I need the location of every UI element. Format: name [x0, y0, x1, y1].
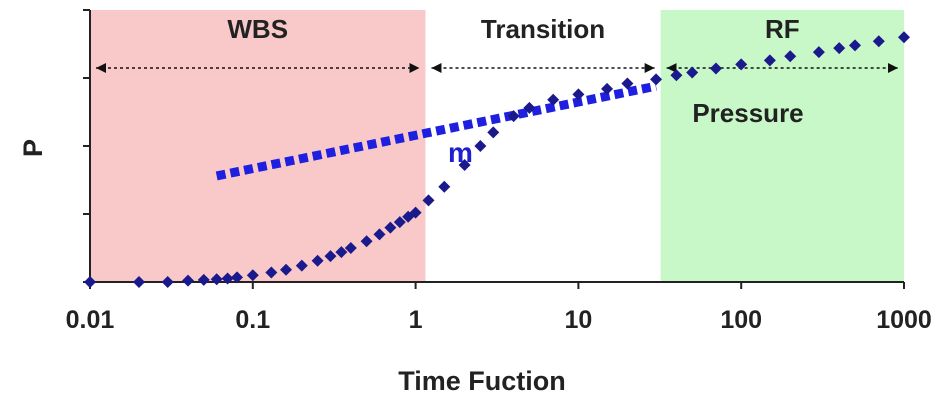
- pressure-data-point: [650, 73, 663, 86]
- pressure-data-point: [438, 180, 451, 193]
- x-tick-label: 0.1: [235, 306, 270, 334]
- pressure-data-point: [221, 272, 234, 285]
- pressure-data-point: [833, 42, 846, 55]
- pressure-data-point: [670, 69, 683, 82]
- pressure-data-point: [133, 276, 146, 288]
- pressure-data-point: [344, 242, 357, 254]
- x-axis-label: Time Fuction: [398, 366, 566, 396]
- pressure-data-point: [523, 101, 536, 114]
- pressure-data-point: [182, 274, 195, 287]
- pressure-data-point: [735, 58, 748, 71]
- pressure-data-point: [848, 39, 861, 52]
- pressure-data-point: [686, 66, 699, 79]
- y-axis-label: P: [18, 139, 48, 157]
- pressure-data-point: [474, 140, 487, 152]
- region-label-transition: Transition: [481, 14, 605, 44]
- pressure-data-point: [161, 276, 174, 288]
- pressure-data-point: [547, 93, 560, 106]
- pressure-data-point: [311, 254, 324, 267]
- pressure-data-point: [709, 62, 722, 75]
- pressure-data-point: [872, 35, 885, 48]
- pressure-data-point: [197, 273, 210, 286]
- pressure-data-point: [335, 246, 348, 259]
- pressure-data-point: [210, 273, 223, 286]
- pressure-data-point: [280, 263, 293, 276]
- pressure-data-point: [295, 259, 308, 272]
- pressure-data-point: [324, 250, 337, 263]
- region-transition-band: [425, 10, 661, 282]
- slope-annotation-m: m: [448, 137, 473, 168]
- pressure-data-point: [507, 110, 520, 123]
- pressure-data-point: [621, 77, 634, 90]
- pressure-series: [84, 31, 910, 288]
- pressure-data-point: [601, 82, 614, 95]
- pressure-data-point: [246, 269, 259, 282]
- pressure-data-point: [812, 46, 825, 59]
- x-tick-label: 10: [564, 306, 592, 334]
- pressure-data-point: [763, 54, 776, 67]
- x-tick-label: 100: [720, 306, 762, 334]
- pressure-data-point: [487, 126, 500, 139]
- pressure-data-point: [422, 194, 435, 207]
- pressure-data-point: [898, 31, 910, 44]
- region-rf-band: [660, 10, 904, 282]
- region-label-rf: RF: [765, 14, 800, 44]
- pressure-data-point: [373, 228, 386, 241]
- pressure-data-point: [409, 206, 422, 219]
- pressure-data-point: [393, 216, 406, 229]
- y-tick-group: [83, 9, 90, 283]
- x-tick-label: 1000: [876, 306, 932, 334]
- pressure-data-point: [458, 159, 471, 172]
- pressure-data-point: [784, 50, 797, 63]
- x-tick-group: 0.01 0.1 1 10 100 1000: [66, 282, 932, 334]
- pressure-data-point: [231, 271, 244, 284]
- x-tick-label: 1: [409, 306, 423, 334]
- pressure-data-point: [572, 88, 585, 101]
- x-tick-label: 0.01: [66, 306, 115, 334]
- slope-line-m: [215, 81, 657, 181]
- region-label-wbs: WBS: [227, 14, 288, 44]
- curve-annotation-pressure: Pressure: [692, 98, 803, 128]
- pressure-data-point: [265, 266, 278, 279]
- pressure-data-point: [84, 276, 96, 288]
- pressure-data-point: [360, 235, 373, 248]
- pressure-data-point: [384, 221, 397, 234]
